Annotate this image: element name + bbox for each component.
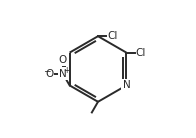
- Text: +: +: [63, 66, 69, 75]
- Text: O: O: [45, 69, 53, 79]
- Text: Cl: Cl: [107, 31, 117, 41]
- Text: N: N: [122, 80, 130, 90]
- Text: O: O: [59, 55, 67, 65]
- Text: N: N: [59, 69, 67, 79]
- Text: −: −: [43, 66, 50, 75]
- Text: Cl: Cl: [135, 48, 146, 58]
